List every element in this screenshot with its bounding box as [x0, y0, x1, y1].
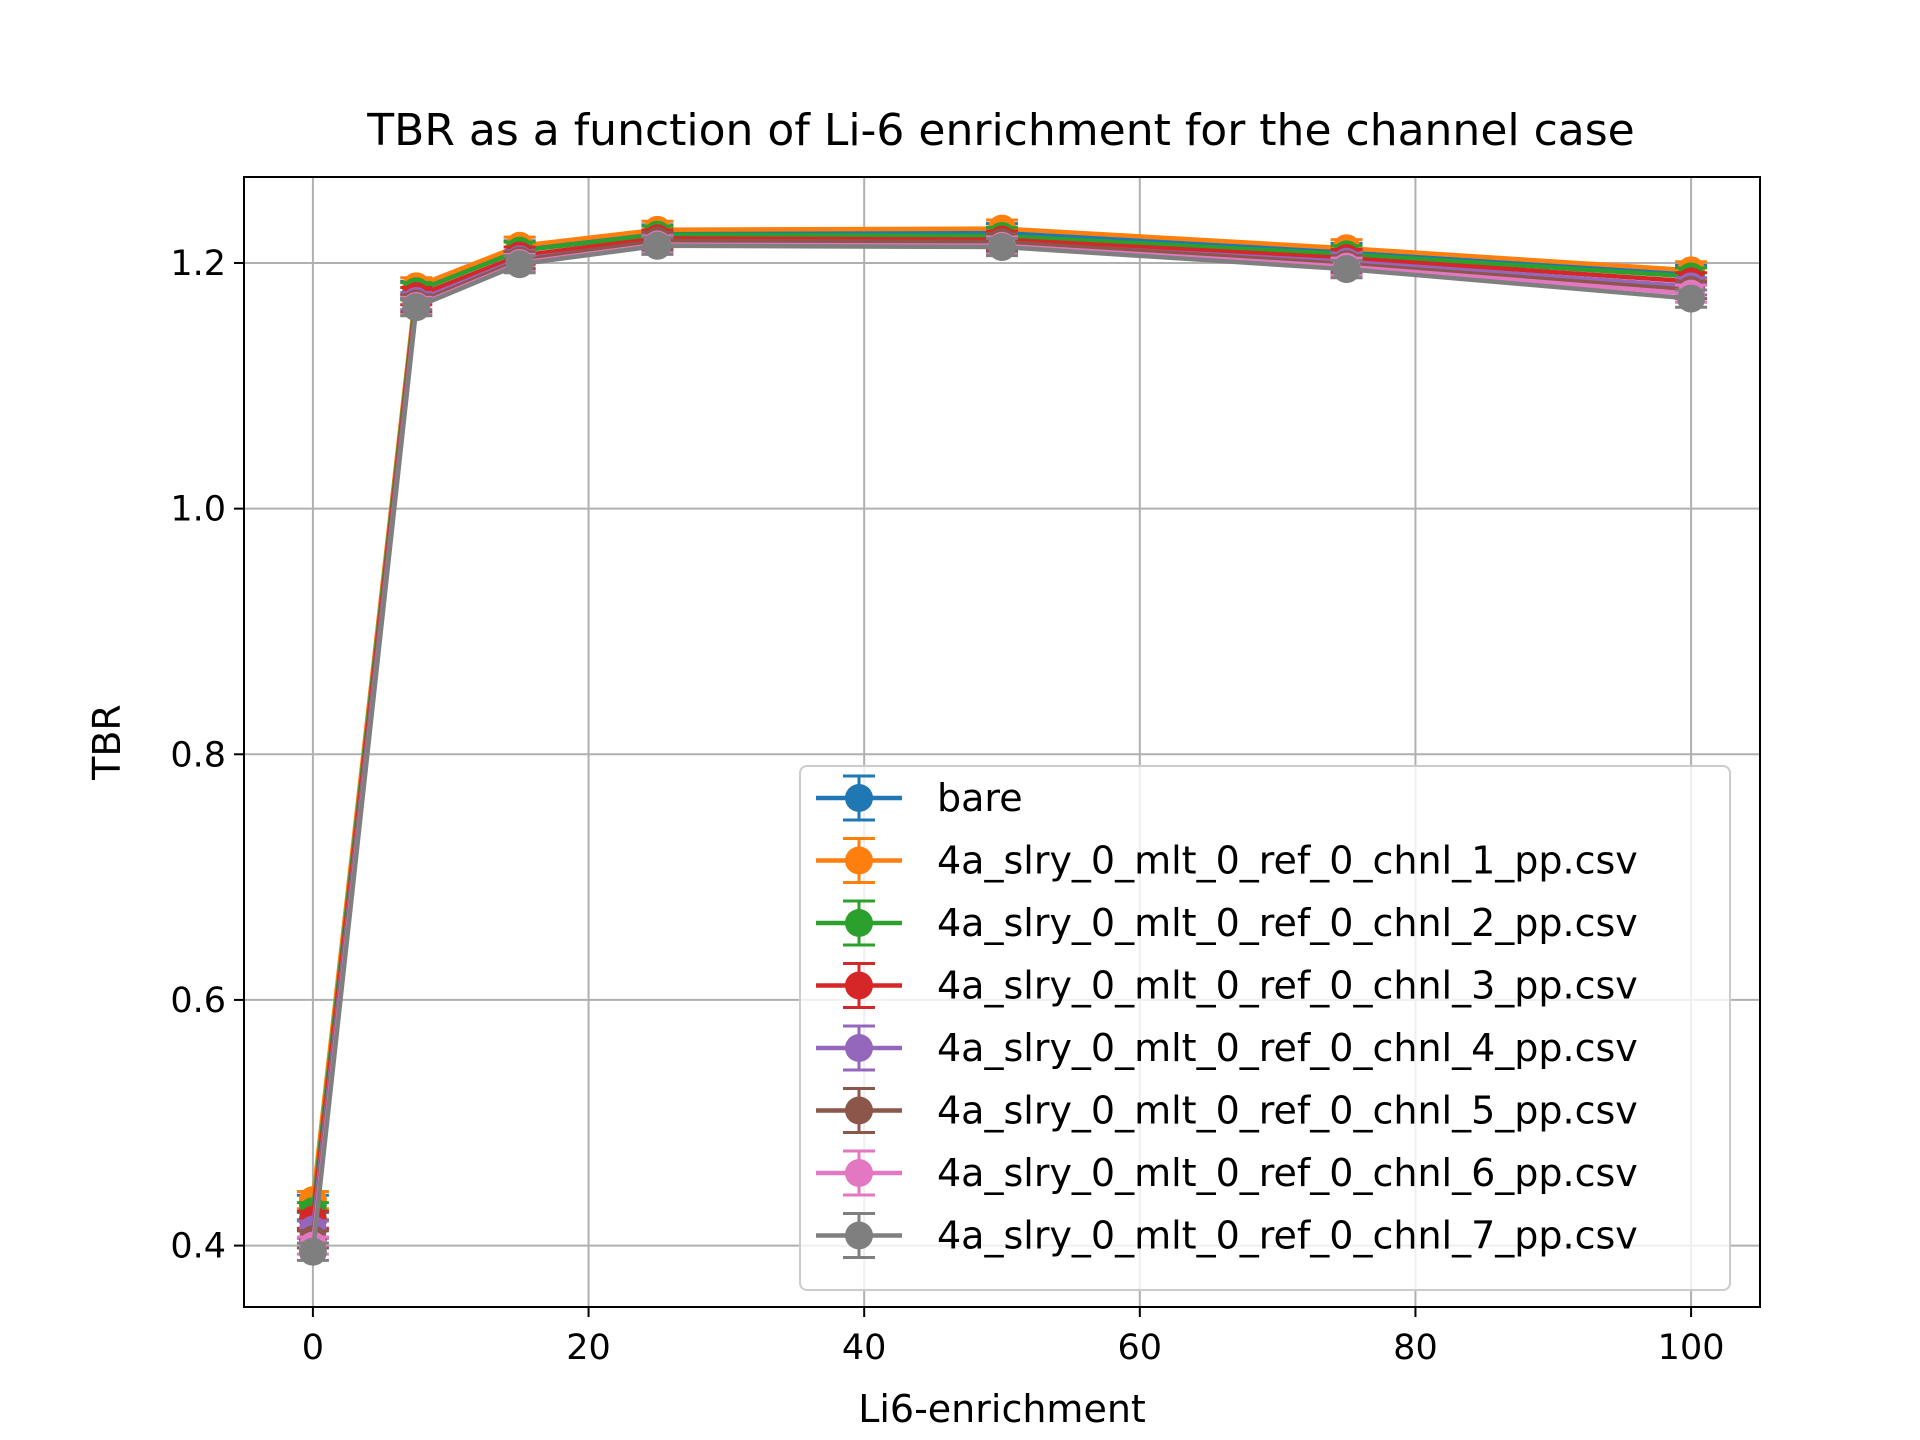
- legend-label: 4a_slry_0_mlt_0_ref_0_chnl_3_pp.csv: [937, 964, 1638, 1008]
- data-point: [298, 1237, 327, 1266]
- legend-item: 4a_slry_0_mlt_0_ref_0_chnl_2_pp.csv: [816, 899, 1638, 947]
- y-axis-label: TBR: [85, 704, 129, 781]
- series-7: [296, 231, 1708, 1266]
- x-axis-label: Li6-enrichment: [858, 1387, 1146, 1431]
- data-point: [643, 231, 672, 260]
- plot-frame: [243, 176, 1761, 1308]
- legend-marker: [845, 971, 873, 1000]
- legend-item: 4a_slry_0_mlt_0_ref_0_chnl_1_pp.csv: [816, 837, 1638, 884]
- y-tick-label: 0.4: [170, 1227, 226, 1267]
- legend-marker: [845, 1159, 873, 1187]
- data-point: [505, 250, 534, 279]
- data-point: [402, 293, 431, 322]
- chart-title: TBR as a function of Li-6 enrichment for…: [366, 105, 1635, 156]
- legend-item: bare: [816, 774, 1023, 822]
- y-tick-label: 1.2: [170, 244, 226, 284]
- legend-label: 4a_slry_0_mlt_0_ref_0_chnl_7_pp.csv: [937, 1214, 1638, 1258]
- legend-label: 4a_slry_0_mlt_0_ref_0_chnl_4_pp.csv: [937, 1026, 1638, 1070]
- legend-item: 4a_slry_0_mlt_0_ref_0_chnl_5_pp.csv: [816, 1087, 1638, 1134]
- x-tick-label: 100: [1658, 1328, 1725, 1368]
- legend-label: 4a_slry_0_mlt_0_ref_0_chnl_1_pp.csv: [937, 839, 1638, 883]
- legend-item: 4a_slry_0_mlt_0_ref_0_chnl_6_pp.csv: [816, 1149, 1638, 1197]
- legend-label: 4a_slry_0_mlt_0_ref_0_chnl_6_pp.csv: [937, 1151, 1638, 1195]
- legend-marker: [845, 784, 873, 812]
- legend-label: bare: [937, 776, 1023, 820]
- y-tick-label: 1.0: [170, 490, 226, 530]
- y-tick-label: 0.8: [170, 735, 226, 775]
- x-tick-label: 40: [842, 1328, 887, 1368]
- x-tick-label: 80: [1393, 1328, 1438, 1368]
- legend-box: [799, 765, 1731, 1291]
- data-point: [1332, 255, 1361, 284]
- legend-label: 4a_slry_0_mlt_0_ref_0_chnl_2_pp.csv: [937, 901, 1638, 945]
- axis-ticks: 0 20 40 60 80 100 0.4 0.6 0.8 1.0 1.2: [170, 244, 1724, 1368]
- legend-marker: [845, 846, 873, 875]
- legend-label: 4a_slry_0_mlt_0_ref_0_chnl_5_pp.csv: [937, 1089, 1638, 1133]
- x-tick-label: 0: [302, 1328, 324, 1368]
- y-tick-label: 0.6: [170, 981, 226, 1021]
- data-point: [1677, 284, 1706, 313]
- x-tick-label: 60: [1118, 1328, 1163, 1368]
- x-tick-label: 20: [566, 1328, 611, 1368]
- legend-item: 4a_slry_0_mlt_0_ref_0_chnl_4_pp.csv: [816, 1024, 1638, 1072]
- data-point: [988, 233, 1016, 262]
- legend-marker: [845, 1221, 873, 1250]
- legend-marker: [845, 1096, 873, 1125]
- legend-item: 4a_slry_0_mlt_0_ref_0_chnl_3_pp.csv: [816, 962, 1638, 1009]
- legend-marker: [845, 909, 873, 937]
- plot-series: [296, 214, 1708, 1266]
- legend-marker: [845, 1034, 873, 1062]
- legend-item: 4a_slry_0_mlt_0_ref_0_chnl_7_pp.csv: [816, 1212, 1638, 1259]
- legend: bare 4a_slry_0_mlt_0_ref_0_chnl_1_pp.csv 4…: [799, 765, 1731, 1291]
